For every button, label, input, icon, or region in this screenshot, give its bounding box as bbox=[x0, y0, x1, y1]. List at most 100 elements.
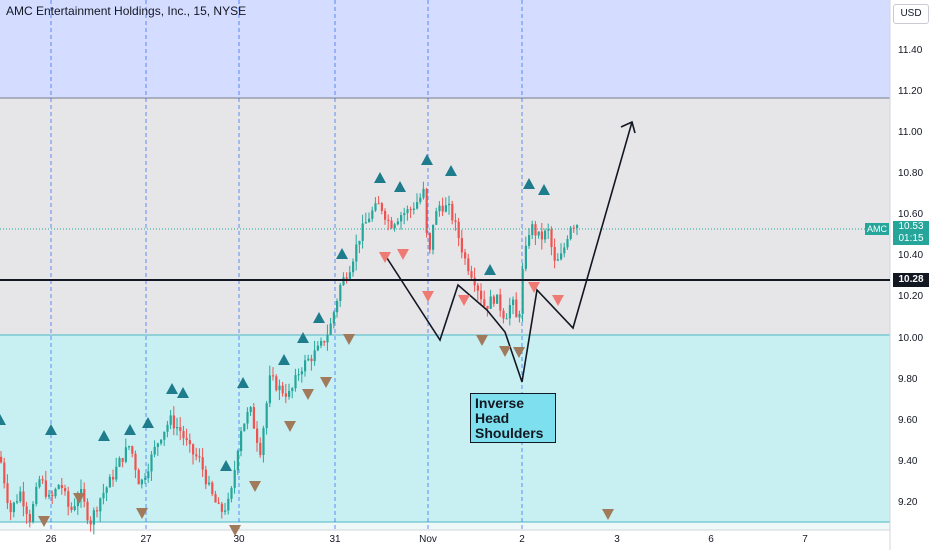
triangle-down-icon bbox=[422, 291, 434, 302]
candle-body bbox=[54, 489, 57, 497]
candle-body bbox=[316, 345, 319, 351]
candle-body bbox=[201, 457, 204, 470]
triangle-down-icon bbox=[602, 509, 614, 520]
candle-body bbox=[92, 510, 95, 525]
candle-body bbox=[352, 261, 355, 273]
price-tick-label: 11.00 bbox=[898, 127, 923, 138]
candle-body bbox=[387, 219, 390, 221]
candle-body bbox=[3, 462, 6, 484]
candle-body bbox=[86, 501, 89, 521]
triangle-up-icon bbox=[297, 332, 309, 343]
triangle-down-icon bbox=[284, 421, 296, 432]
time-tick-label: 26 bbox=[45, 534, 57, 545]
candle-body bbox=[160, 439, 163, 444]
candle-body bbox=[441, 205, 444, 212]
candle-body bbox=[332, 312, 335, 324]
candle-body bbox=[70, 506, 73, 511]
triangle-down-icon bbox=[343, 334, 355, 345]
candle-body bbox=[348, 272, 351, 279]
triangle-down-icon bbox=[302, 389, 314, 400]
candle-body bbox=[428, 232, 431, 250]
candle-body bbox=[172, 415, 175, 429]
triangle-up-icon bbox=[278, 354, 290, 365]
annotation-line: Inverse bbox=[475, 395, 525, 411]
candle-body bbox=[371, 210, 374, 219]
candle-body bbox=[409, 209, 412, 211]
middle-zone bbox=[0, 98, 890, 335]
candle-body bbox=[560, 253, 563, 260]
candle-body bbox=[432, 224, 435, 250]
candle-body bbox=[476, 285, 479, 291]
candle-body bbox=[496, 294, 499, 304]
triangle-up-icon bbox=[237, 377, 249, 388]
candle-body bbox=[412, 208, 415, 210]
candle-body bbox=[313, 350, 316, 362]
candle-body bbox=[137, 469, 140, 485]
candle-body bbox=[28, 514, 31, 522]
candle-body bbox=[230, 487, 233, 499]
currency-button[interactable]: USD bbox=[893, 4, 929, 24]
candle-body bbox=[252, 407, 255, 429]
candle-body bbox=[176, 427, 179, 429]
candle-body bbox=[147, 471, 150, 479]
candle-body bbox=[297, 374, 300, 376]
candle-body bbox=[169, 415, 172, 425]
candle-body bbox=[380, 203, 383, 211]
price-tick-label: 9.80 bbox=[898, 374, 918, 385]
candle-body bbox=[64, 488, 67, 492]
triangle-up-icon bbox=[0, 414, 6, 425]
candle-body bbox=[291, 388, 294, 391]
candle-body bbox=[435, 211, 438, 225]
candle-body bbox=[406, 209, 409, 214]
candle-body bbox=[489, 296, 492, 309]
candle-body bbox=[307, 358, 310, 361]
candle-body bbox=[339, 285, 342, 301]
candle-body bbox=[275, 376, 278, 391]
candle-body bbox=[204, 469, 207, 485]
candle-body bbox=[32, 503, 35, 522]
candle-body bbox=[140, 479, 143, 485]
candle-body bbox=[150, 454, 153, 472]
time-tick-label: 31 bbox=[329, 534, 341, 545]
candle-body bbox=[444, 205, 447, 212]
upper-zone bbox=[0, 0, 890, 98]
triangle-up-icon bbox=[394, 181, 406, 192]
pattern-annotation[interactable]: Inverse Head Shoulders bbox=[470, 393, 556, 443]
candle-body bbox=[448, 203, 451, 206]
candle-body bbox=[182, 431, 185, 439]
candle-body bbox=[419, 197, 422, 203]
candle-body bbox=[464, 252, 467, 259]
candle-body bbox=[265, 403, 268, 429]
triangle-up-icon bbox=[45, 424, 57, 435]
candle-body bbox=[300, 371, 303, 375]
triangle-up-icon bbox=[124, 424, 136, 435]
candle-body bbox=[38, 479, 41, 487]
triangle-up-icon bbox=[220, 460, 232, 471]
candle-body bbox=[48, 494, 51, 497]
candle-body bbox=[16, 501, 19, 503]
candle-body bbox=[320, 341, 323, 346]
bottom-zone bbox=[0, 522, 890, 530]
current-price-value: 10.53 bbox=[898, 221, 924, 232]
candle-body bbox=[422, 188, 425, 198]
candle-body bbox=[361, 223, 364, 241]
time-tick-label: 2 bbox=[519, 534, 525, 545]
bar-countdown: 01:15 bbox=[898, 233, 924, 244]
candle-body bbox=[492, 296, 495, 304]
time-tick-label: 27 bbox=[140, 534, 152, 545]
candle-body bbox=[505, 318, 508, 320]
triangle-up-icon bbox=[374, 172, 386, 183]
candle-body bbox=[528, 235, 531, 246]
price-tick-label: 10.40 bbox=[898, 250, 924, 261]
candle-body bbox=[259, 442, 262, 456]
candle-body bbox=[144, 478, 147, 480]
candle-body bbox=[467, 258, 470, 272]
candle-body bbox=[540, 231, 543, 240]
candle-body bbox=[288, 390, 291, 397]
candle-body bbox=[121, 458, 124, 462]
candle-body bbox=[326, 334, 329, 343]
candle-body bbox=[60, 484, 63, 489]
candle-body bbox=[438, 205, 441, 212]
